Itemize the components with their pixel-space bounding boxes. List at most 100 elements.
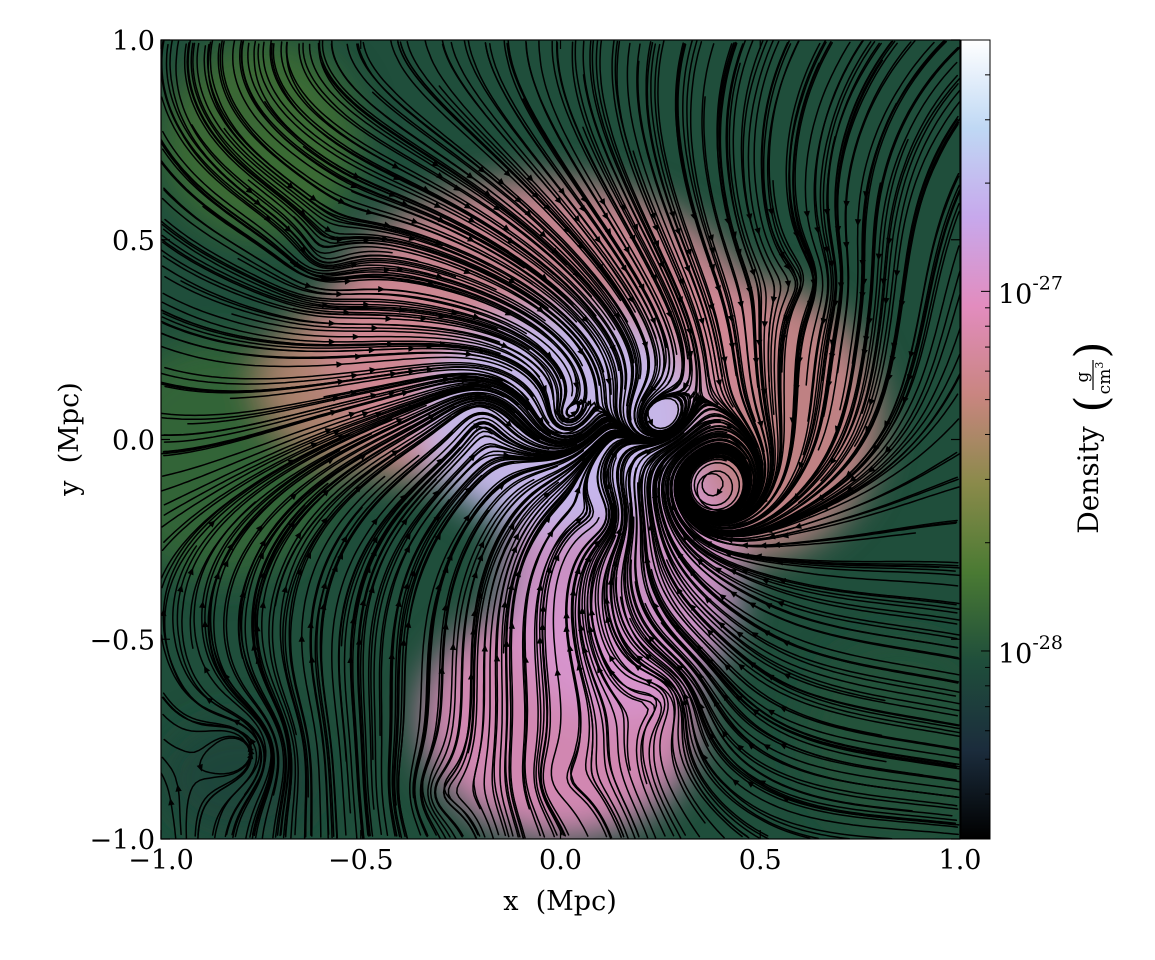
streamline [820,74,959,482]
streamline [716,42,759,389]
streamline-arrow [649,317,656,325]
streamline [689,41,756,422]
streamline-arrow [752,357,760,365]
streamline [161,696,252,837]
streamline [594,457,687,836]
streamline [653,448,960,705]
streamline-arrow [395,418,404,425]
streamline-arrow [175,784,182,792]
streamline-arrow [581,315,589,323]
streamline-arrow [729,569,737,576]
streamline [269,40,695,441]
streamline [654,425,957,697]
streamline [599,40,738,423]
streamline-arrow [289,493,298,501]
streamline [300,475,386,838]
streamline-arrow [767,709,775,716]
streamline [192,42,549,309]
streamline [164,366,643,440]
streamline-arrow [449,642,457,651]
streamline [838,123,959,475]
streamline-arrow [199,600,206,609]
y-axis-label: y (Mpc) [54,382,85,497]
streamline-arrow [281,585,288,594]
streamline-arrow [747,742,756,750]
streamline-arrow [542,491,551,499]
y-tick-label: −1.0 [89,825,155,856]
streamline-arrow [328,338,336,345]
streamline-arrow [758,780,767,787]
streamline [181,404,427,838]
streamline-arrow [854,219,862,227]
streamline [240,41,525,269]
streamline-arrow [772,541,781,548]
streamline-arrow [369,367,377,374]
streamline [362,41,629,323]
colorbar-unit-close-paren: ) [1066,341,1117,358]
streamline [582,40,693,433]
streamline-arrow [299,246,307,254]
streamline-arrow [500,341,509,348]
streamline-arrow [543,515,551,524]
colorbar-unit-exponent: 3 [1093,362,1106,369]
streamline-arrow [472,313,481,320]
streamline-arrow [466,235,475,242]
streamline-arrow [408,404,416,411]
streamline-arrow [779,743,788,750]
streamline-arrow [576,663,583,671]
streamline-arrow [599,198,606,206]
streamline-arrow [365,208,374,215]
streamline-arrow [351,372,359,379]
streamline-arrow [686,350,694,359]
streamline-arrow [433,513,441,522]
streamline [450,41,659,402]
streamline-arrow [572,270,580,278]
streamline-arrow [731,778,740,786]
streamline-arrow [428,414,436,421]
streamline-arrow [834,225,842,234]
streamline-arrow [442,622,449,630]
streamline-arrow [433,201,442,208]
y-tick-label: 0.5 [112,226,155,257]
streamline-arrow [492,204,501,211]
streamline [804,41,851,386]
streamline [589,491,675,837]
streamline [221,40,612,395]
streamline-arrow [553,553,560,562]
streamline [586,440,666,837]
y-tick-label: 1.0 [112,26,155,57]
streamline [655,464,960,693]
streamline-arrow [724,217,731,226]
colorbar-label-text: Density [1072,426,1105,534]
streamline-arrow [257,551,264,560]
streamline-arrow [647,418,653,427]
streamline-arrow [704,596,712,604]
streamline [286,41,667,441]
streamline [606,533,743,838]
streamline-arrow [400,638,407,646]
streamline [161,96,584,367]
streamline-arrow [767,208,775,216]
streamline [597,534,701,838]
streamline [357,478,437,837]
streamline-arrow [249,737,257,746]
streamline-arrow [779,706,788,713]
streamline [161,373,504,421]
streamline-arrow [514,196,522,204]
streamline-arrow [431,160,440,167]
streamline [317,42,568,266]
y-axis-ticks: −1.0 −0.5 0.0 0.5 1.0 [89,26,960,856]
streamline [208,393,620,728]
streamline [203,45,671,441]
streamline-arrow [478,540,485,549]
streamline-arrow [248,747,255,756]
streamline-arrow [577,348,584,356]
streamline-arrow [776,600,785,607]
streamline-arrow [736,744,745,752]
streamline [661,447,959,659]
streamline [798,83,959,504]
streamline-arrow [778,578,787,585]
streamline [763,40,894,518]
streamline-arrow [575,517,583,525]
streamline-arrow [535,448,543,455]
